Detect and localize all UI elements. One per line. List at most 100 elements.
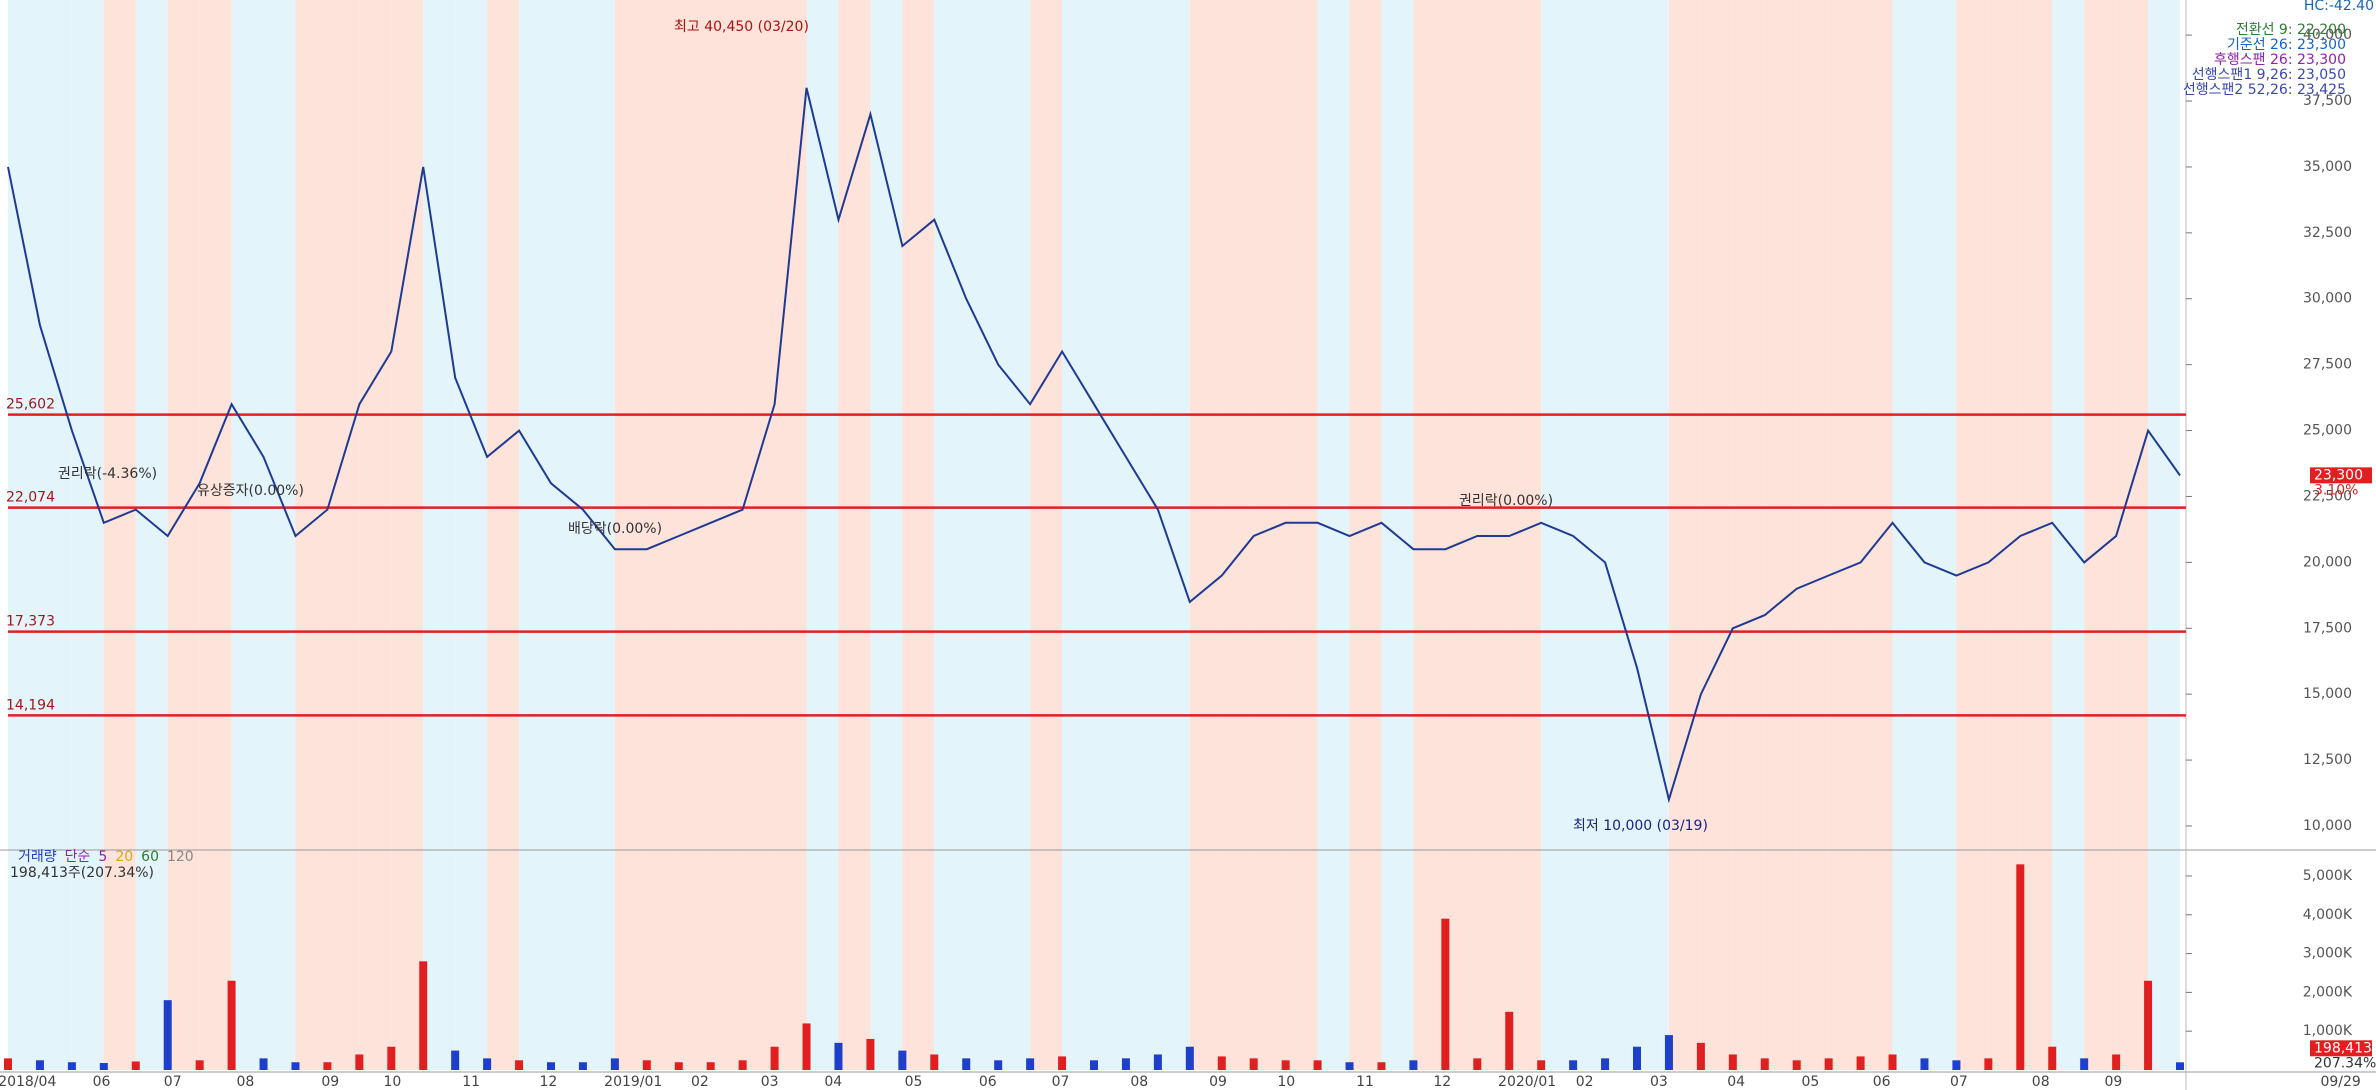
volume-bar: [99, 1063, 108, 1070]
period-band: [870, 0, 903, 1070]
period-band: [742, 0, 775, 1070]
x-tick-label: 04: [824, 1074, 842, 1090]
x-tick-label: 11: [1356, 1074, 1374, 1090]
period-band: [327, 0, 360, 1070]
volume-bar: [1345, 1062, 1354, 1070]
x-tick-label: 08: [237, 1074, 255, 1090]
period-band: [423, 0, 456, 1070]
annotation: 최고 40,450 (03/20): [674, 19, 809, 35]
legend-entry: 기준선 26: 23,300: [2227, 37, 2346, 53]
annotation: 최저 10,000 (03/19): [1573, 818, 1708, 834]
period-band: [1509, 0, 1542, 1070]
volume-bar: [547, 1062, 555, 1070]
volume-bar: [1217, 1056, 1226, 1070]
volume-bar: [323, 1062, 332, 1070]
period-band: [774, 0, 807, 1070]
period-band: [1892, 0, 1925, 1070]
period-band: [1988, 0, 2021, 1070]
last-volume-box: [2310, 1040, 2372, 1057]
period-band: [455, 0, 488, 1070]
volume-bar: [515, 1060, 524, 1070]
price-line: [7, 87, 2181, 804]
legend-entry: 선행스팬1 9,26: 23,050: [2192, 67, 2346, 83]
period-band: [838, 0, 871, 1070]
volume-bar: [1058, 1056, 1067, 1070]
period-band: [1956, 0, 1989, 1070]
period-band: [1637, 0, 1669, 1070]
volume-bar: [1984, 1058, 1993, 1070]
volume-bar: [2112, 1054, 2121, 1070]
volume-bar: [1185, 1046, 1194, 1070]
y-tick-label: 27,500: [2303, 357, 2352, 373]
volume-bar: [1952, 1060, 1961, 1070]
period-band: [71, 0, 104, 1070]
volume-bar: [4, 1058, 12, 1070]
y-tick-label: 3,000K: [2303, 946, 2353, 962]
y-tick-label: 20,000: [2303, 554, 2352, 570]
volume-bar: [1281, 1060, 1290, 1070]
volume-bar: [1409, 1060, 1418, 1070]
volume-bar: [738, 1060, 747, 1070]
period-band: [1157, 0, 1190, 1070]
y-tick-label: 2,000K: [2303, 984, 2353, 1000]
legend-entry: 후행스팬 26: 23,300: [2214, 52, 2346, 68]
volume-bar: [642, 1060, 651, 1070]
volume-bar: [898, 1050, 907, 1070]
last-volume: 198,413: [2314, 1040, 2372, 1056]
y-tick-label: 40,000: [2303, 27, 2352, 43]
y-tick-label: 17,500: [2303, 620, 2352, 636]
support-label: 14,194: [6, 697, 55, 713]
x-tick-label: 2018/04: [0, 1074, 56, 1090]
volume-bar: [1090, 1060, 1098, 1070]
x-tick-label: 07: [1052, 1074, 1070, 1090]
period-band: [1125, 0, 1158, 1070]
volume-bar: [1441, 918, 1450, 1070]
volume-bar: [195, 1060, 204, 1070]
x-tick-label: 09: [1209, 1074, 1227, 1090]
volume-bar: [259, 1058, 268, 1070]
period-band: [39, 0, 72, 1070]
period-band: [998, 0, 1031, 1070]
volume-bar: [834, 1042, 843, 1070]
period-band: [1413, 0, 1446, 1070]
x-tick-label: 07: [164, 1074, 182, 1090]
volume-bar: [1728, 1054, 1737, 1070]
period-band: [103, 0, 136, 1070]
volume-bar: [2176, 1062, 2184, 1070]
period-band: [966, 0, 999, 1070]
period-band: [2020, 0, 2053, 1070]
period-band: [1189, 0, 1222, 1070]
volume-bar: [1664, 1035, 1673, 1070]
period-band: [295, 0, 328, 1070]
volume-bar: [419, 961, 428, 1070]
volume-bar: [1792, 1060, 1801, 1070]
period-band: [519, 0, 551, 1070]
x-tick-label: 06: [1873, 1074, 1891, 1090]
y-tick-label: 32,500: [2303, 225, 2352, 241]
volume-bar: [706, 1062, 715, 1070]
volume-legend: 5: [98, 849, 107, 865]
period-band: [1573, 0, 1606, 1070]
annotation: 유상증자(0.00%): [197, 483, 304, 499]
period-band: [1062, 0, 1094, 1070]
support-label: 25,602: [6, 397, 55, 413]
x-tick-label: 2020/01: [1498, 1074, 1556, 1090]
volume-bar: [1505, 1011, 1514, 1070]
volume-bar: [674, 1062, 683, 1070]
volume-legend: 단순: [65, 849, 91, 865]
period-band: [614, 0, 647, 1070]
volume-bar: [163, 1000, 172, 1070]
volume-bar: [1026, 1058, 1035, 1070]
volume-bar: [483, 1058, 492, 1070]
period-band: [646, 0, 679, 1070]
period-band: [551, 0, 583, 1070]
y-tick-label: 35,000: [2303, 159, 2352, 175]
volume-bar: [1377, 1062, 1386, 1070]
period-band: [2148, 0, 2180, 1070]
x-tick-label: 06: [93, 1074, 111, 1090]
period-band: [1349, 0, 1382, 1070]
x-tick-label: 05: [905, 1074, 923, 1090]
annotation: 권리락(0.00%): [1459, 493, 1553, 509]
y-tick-label: 30,000: [2303, 291, 2352, 307]
